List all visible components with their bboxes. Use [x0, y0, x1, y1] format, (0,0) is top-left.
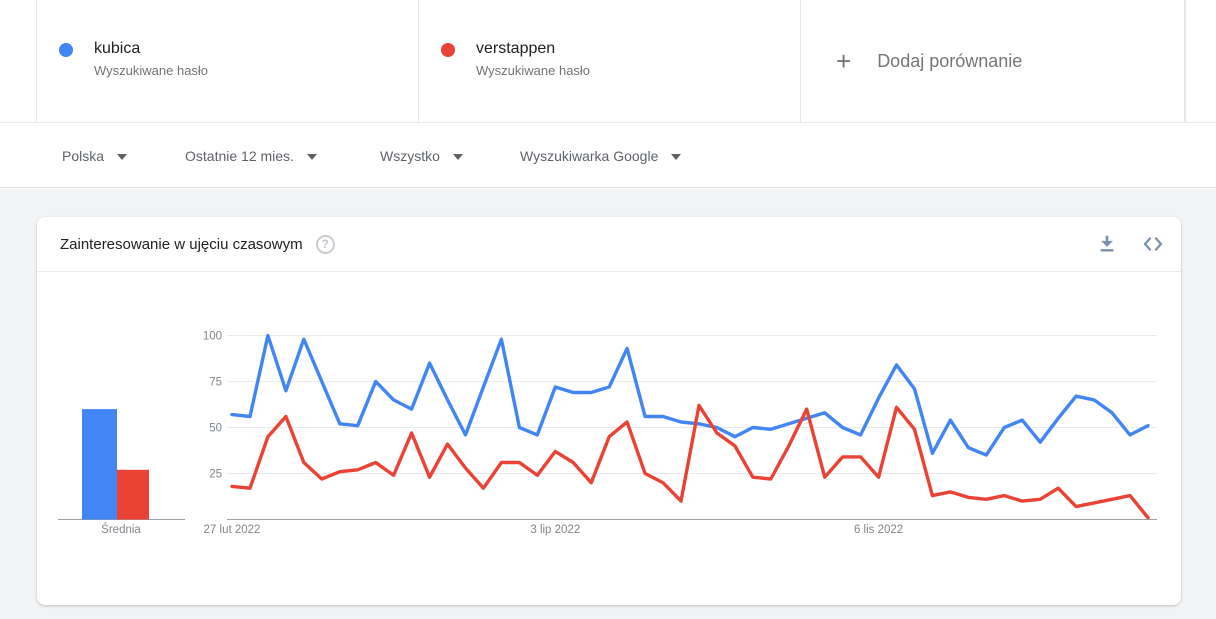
add-comparison-button[interactable]: + Dodaj porównanie [801, 0, 1185, 122]
region-filter-label: Polska [62, 148, 105, 164]
verstappen-color-dot-icon [441, 43, 455, 57]
chevron-down-icon [117, 154, 128, 160]
gridlines [227, 335, 1157, 474]
category-filter-label: Wszystko [380, 148, 440, 164]
filter-bar: Polska Ostatnie 12 mies. Wszystko Wyszuk… [0, 124, 1216, 188]
y-tick-label: 25 [209, 469, 222, 481]
left-margin [0, 0, 37, 122]
search-type-filter-label: Wyszukiwarka Google [520, 148, 659, 164]
chevron-down-icon [671, 154, 682, 160]
y-tick-label: 100 [203, 331, 222, 343]
series-line-kubica[interactable] [230, 333, 1150, 457]
time-range-filter[interactable]: Ostatnie 12 mies. [185, 124, 317, 188]
right-margin [1185, 0, 1216, 122]
term-sublabel-verstappen: Wyszukiwane hasło [476, 63, 591, 78]
trends-plot[interactable]: 25 50 75 100 27 lut 2022 3 lip 2022 6 lis 202… [37, 272, 1181, 604]
term-card-kubica[interactable]: kubica Wyszukiwane hasło [37, 0, 419, 122]
plus-icon: + [836, 46, 852, 76]
term-card-verstappen[interactable]: verstappen Wyszukiwane hasło [419, 0, 801, 122]
chevron-down-icon [452, 154, 463, 160]
term-sublabel-kubica: Wyszukiwane hasło [94, 63, 209, 78]
y-axis-labels: 25 50 75 100 [203, 331, 222, 481]
page-content: Zainteresowanie w ujęciu czasowym ? [0, 189, 1216, 619]
region-filter[interactable]: Polska [62, 124, 128, 188]
kubica-color-dot-icon [59, 43, 73, 57]
y-tick-label: 50 [209, 423, 222, 435]
category-filter[interactable]: Wszystko [380, 124, 463, 188]
term-label-kubica: kubica [94, 40, 141, 57]
help-icon[interactable]: ? [315, 234, 335, 254]
x-tick-label: 27 lut 2022 [204, 524, 261, 536]
average-bar-kubica[interactable] [82, 409, 117, 520]
x-tick-label: 3 lip 2022 [530, 524, 580, 536]
time-range-filter-label: Ostatnie 12 mies. [185, 148, 294, 164]
y-tick-label: 75 [209, 377, 222, 389]
comparison-row: kubica Wyszukiwane hasło verstappen Wysz… [0, 0, 1216, 123]
embed-code-icon[interactable] [1141, 232, 1165, 256]
search-type-filter[interactable]: Wyszukiwarka Google [520, 124, 682, 188]
download-icon[interactable] [1095, 232, 1119, 256]
x-axis-labels: 27 lut 2022 3 lip 2022 6 lis 2022 [204, 524, 904, 536]
add-comparison-label: Dodaj porównanie [877, 50, 1023, 71]
x-tick-label: 6 lis 2022 [854, 524, 903, 536]
chevron-down-icon [306, 154, 317, 160]
chart-card-header: Zainteresowanie w ujęciu czasowym ? [37, 217, 1181, 272]
interest-over-time-card: Zainteresowanie w ujęciu czasowym ? [37, 217, 1181, 605]
series-line-verstappen[interactable] [230, 403, 1150, 520]
average-label: Średnia [101, 523, 141, 536]
chart-title: Zainteresowanie w ujęciu czasowym [60, 235, 303, 253]
chart-body: 25 50 75 100 27 lut 2022 3 lip 2022 6 lis 202… [37, 272, 1181, 604]
term-label-verstappen: verstappen [476, 40, 556, 57]
average-bar-verstappen[interactable] [117, 469, 149, 520]
